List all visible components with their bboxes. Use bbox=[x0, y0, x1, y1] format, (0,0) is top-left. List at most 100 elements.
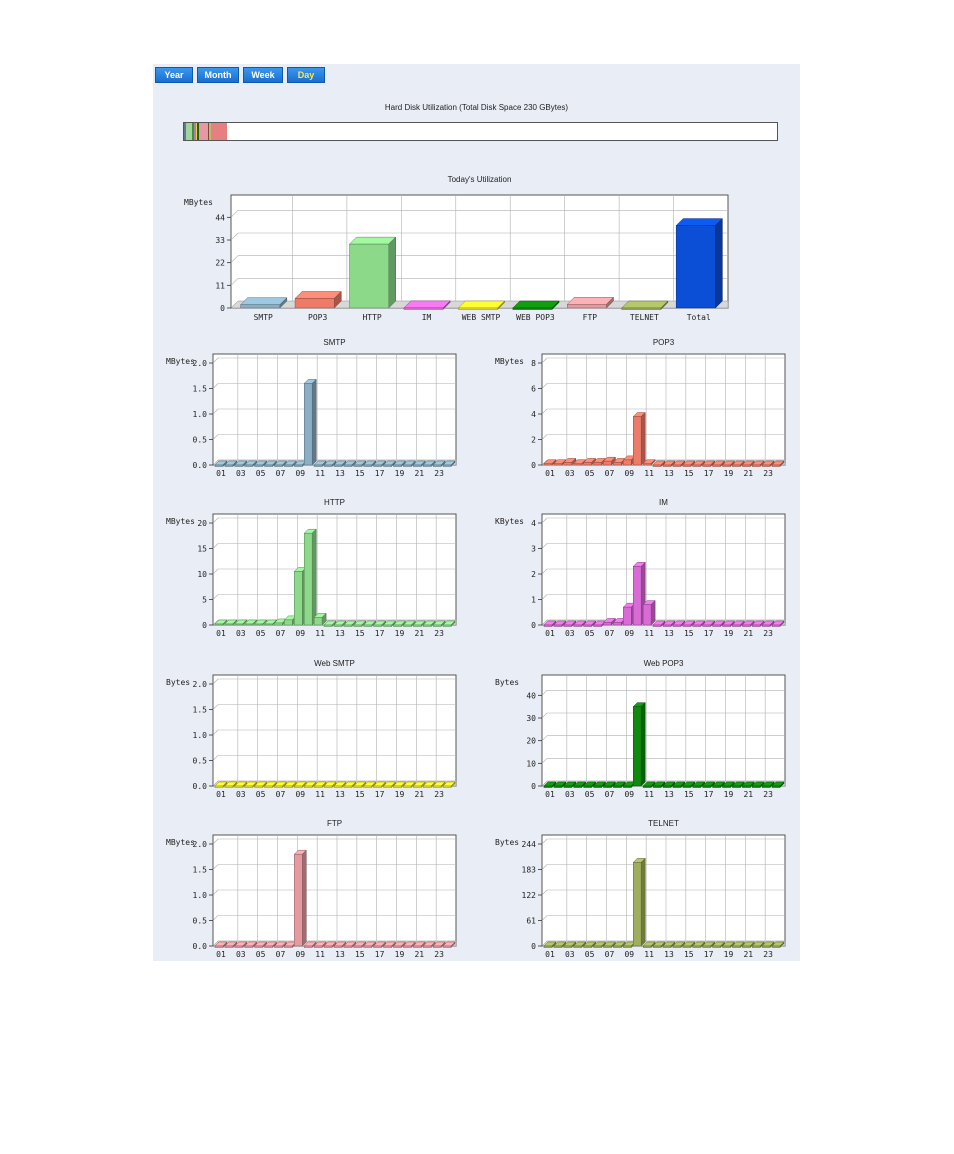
grid-line bbox=[212, 408, 219, 415]
bar bbox=[313, 785, 323, 788]
y-axis-label: MBytes bbox=[184, 198, 213, 207]
x-tick-label: 15 bbox=[355, 950, 365, 959]
x-tick-label: 05 bbox=[585, 469, 595, 478]
x-tick-label: 09 bbox=[295, 629, 305, 638]
bar bbox=[553, 785, 563, 788]
grid-line bbox=[212, 678, 219, 685]
tab-month[interactable]: Month bbox=[197, 67, 239, 83]
x-tick-label: 17 bbox=[704, 469, 714, 478]
disk-segment bbox=[186, 123, 192, 140]
bar bbox=[732, 464, 741, 467]
bar bbox=[632, 416, 642, 466]
tab-week[interactable]: Week bbox=[243, 67, 283, 83]
y-tick-label: 20 bbox=[197, 519, 207, 528]
bar bbox=[712, 624, 721, 627]
grid-line bbox=[541, 915, 548, 921]
bar bbox=[632, 862, 642, 947]
y-tick-label: 1.0 bbox=[193, 731, 208, 740]
x-tick-label: 11 bbox=[644, 629, 654, 638]
y-tick-label: 1.5 bbox=[193, 385, 208, 394]
bar bbox=[214, 785, 224, 788]
x-tick-label: 07 bbox=[276, 790, 286, 799]
bar bbox=[413, 464, 422, 467]
x-tick-label: WEB SMTP bbox=[462, 313, 501, 322]
x-tick-label: 19 bbox=[395, 790, 405, 799]
y-axis-label: Bytes bbox=[166, 678, 190, 687]
tab-day[interactable]: Day bbox=[287, 67, 325, 83]
bar bbox=[264, 623, 273, 626]
x-tick-label: 17 bbox=[375, 950, 385, 959]
bar-side bbox=[311, 528, 317, 626]
y-axis-label: KBytes bbox=[495, 517, 524, 526]
y-tick-label: 0.5 bbox=[193, 917, 208, 926]
x-tick-label: 03 bbox=[565, 469, 575, 478]
bar-top bbox=[621, 300, 669, 309]
bar bbox=[254, 945, 263, 948]
x-tick-label: 05 bbox=[585, 629, 595, 638]
bar bbox=[742, 785, 751, 788]
disk-utilization-bar bbox=[183, 122, 778, 141]
bar bbox=[294, 853, 303, 947]
grid-line bbox=[541, 690, 548, 696]
bar bbox=[214, 945, 224, 948]
x-tick-label: 01 bbox=[216, 950, 226, 959]
grid-line bbox=[541, 712, 548, 719]
bar bbox=[742, 945, 751, 948]
period-tabs: Year Month Week Day bbox=[155, 67, 325, 83]
bar bbox=[383, 785, 392, 788]
x-tick-label: 11 bbox=[644, 950, 654, 959]
x-tick-label: 15 bbox=[355, 790, 365, 799]
bar bbox=[363, 464, 372, 467]
bar bbox=[652, 464, 662, 467]
x-tick-label: 05 bbox=[585, 950, 595, 959]
y-tick-label: 0 bbox=[531, 461, 536, 470]
bar-side bbox=[650, 599, 656, 626]
x-tick-label: 19 bbox=[395, 469, 405, 478]
y-tick-label: 3 bbox=[531, 545, 536, 554]
y-tick-label: 244 bbox=[522, 840, 537, 849]
x-tick-label: 03 bbox=[236, 950, 246, 959]
y-tick-label: 2.0 bbox=[193, 680, 208, 689]
plot-area bbox=[212, 353, 457, 466]
x-tick-label: 05 bbox=[256, 629, 266, 638]
bar bbox=[343, 785, 353, 788]
bar bbox=[732, 945, 741, 948]
x-tick-label: 15 bbox=[355, 629, 365, 638]
x-tick-label: 13 bbox=[335, 790, 345, 799]
bar bbox=[662, 785, 672, 788]
y-tick-label: 6 bbox=[531, 385, 536, 394]
grid-line bbox=[212, 594, 219, 600]
chart-ftp: FTP MBytes 0.0 0.5 1.0 1.5 2.0 01 03 05 07 09 11 13 15… bbox=[166, 819, 457, 959]
x-tick-label: SMTP bbox=[254, 313, 273, 322]
x-tick-label: 07 bbox=[276, 469, 286, 478]
bar bbox=[373, 785, 382, 788]
bar bbox=[323, 464, 333, 467]
bar bbox=[751, 945, 761, 948]
bar bbox=[672, 785, 682, 788]
x-tick-label: 23 bbox=[763, 950, 773, 959]
bar bbox=[623, 785, 632, 788]
bar bbox=[393, 945, 402, 948]
tab-year[interactable]: Year bbox=[155, 67, 193, 83]
bar bbox=[313, 464, 323, 467]
bar bbox=[393, 785, 402, 788]
grid-line bbox=[230, 278, 239, 286]
bar bbox=[563, 624, 573, 627]
bar bbox=[632, 566, 642, 626]
x-tick-label: 01 bbox=[545, 950, 555, 959]
x-tick-label: 03 bbox=[236, 629, 246, 638]
bar bbox=[613, 462, 622, 466]
bar bbox=[613, 785, 622, 788]
chart-title: Today's Utilization bbox=[448, 175, 512, 184]
x-tick-label: 09 bbox=[624, 469, 634, 478]
grid-line bbox=[541, 543, 548, 549]
x-tick-label: 01 bbox=[545, 790, 555, 799]
chart-pop3: POP3 MBytes 0 2 4 6 8 01 03 05 07 09 11 13 15 17 19 21 23 bbox=[495, 338, 786, 478]
bar bbox=[543, 463, 553, 466]
bar bbox=[234, 785, 244, 788]
bar bbox=[621, 307, 662, 310]
bar bbox=[333, 785, 343, 788]
bar bbox=[234, 464, 244, 467]
x-tick-label: 17 bbox=[375, 790, 385, 799]
